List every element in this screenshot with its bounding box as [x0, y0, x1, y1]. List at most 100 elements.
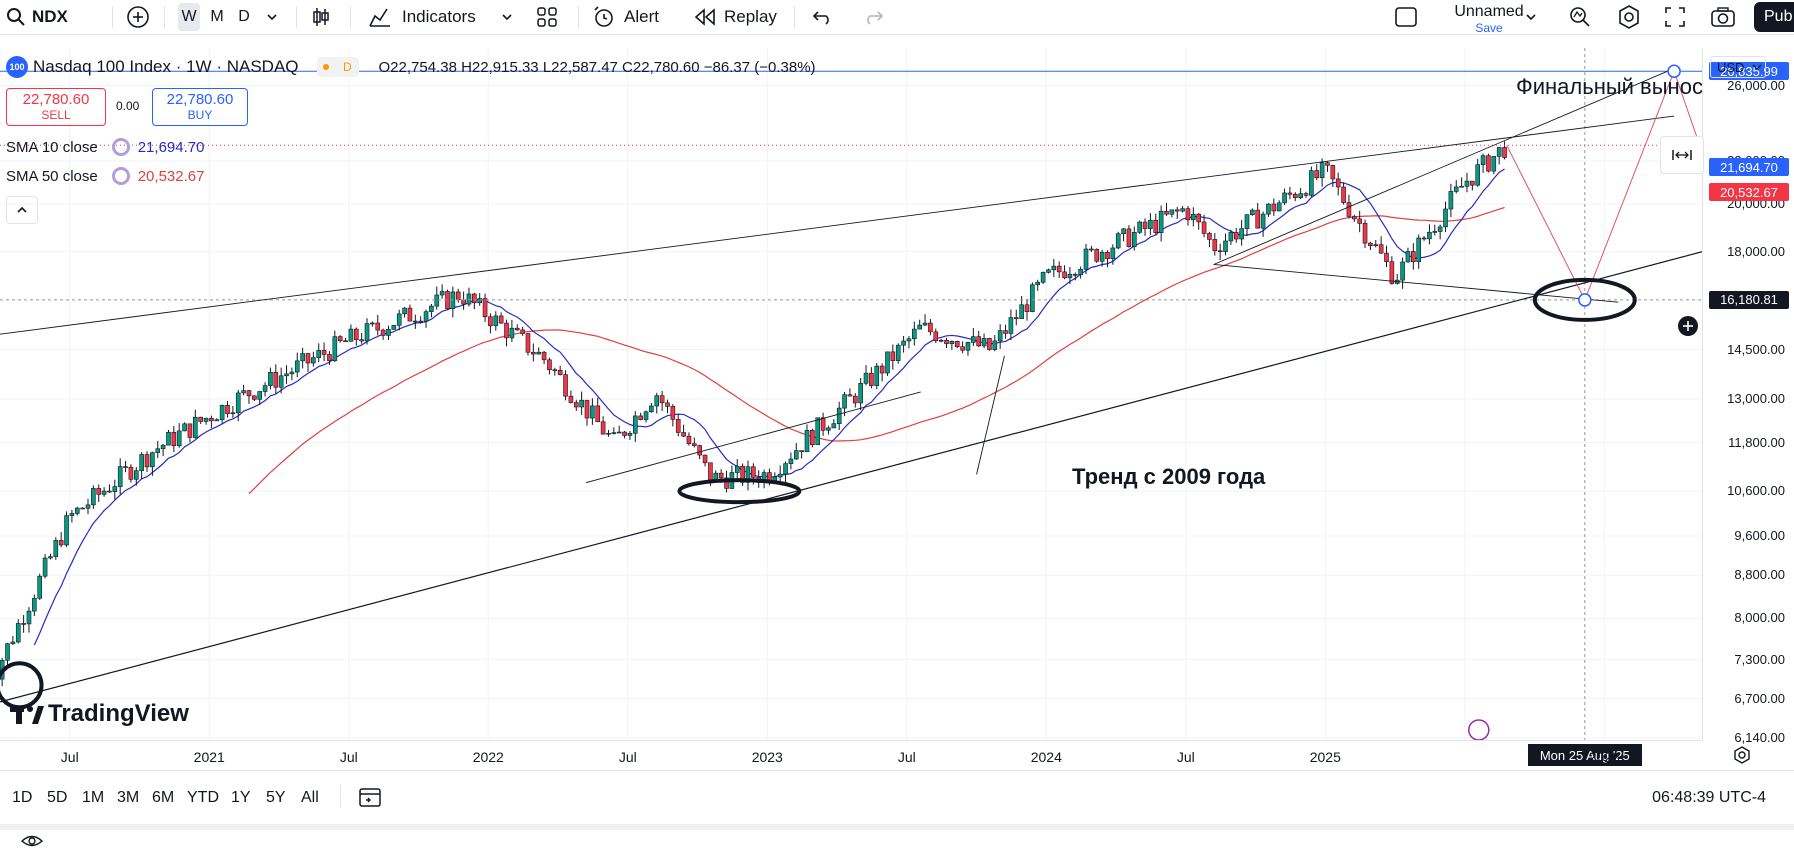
candle-body: [193, 416, 198, 438]
sell-button[interactable]: 22,780.60 SELL: [6, 88, 106, 126]
range-button-all[interactable]: All: [301, 789, 319, 806]
candle-body: [332, 336, 338, 361]
chart-type-button[interactable]: [310, 0, 332, 34]
candle-body: [863, 372, 869, 384]
candle-body: [461, 299, 466, 305]
timeframe-w[interactable]: W: [178, 3, 200, 31]
ohlc-values: O22,754.38 H22,915.33 L22,587.47 C22,780…: [378, 58, 816, 76]
collapse-legend-button[interactable]: [6, 196, 38, 224]
indicators-label: Indicators: [402, 7, 476, 26]
candle-body: [58, 540, 64, 546]
timeframe-d[interactable]: D: [238, 8, 250, 25]
divider: [340, 785, 341, 807]
time-axis-label: 2024: [1030, 749, 1062, 765]
divider: [350, 6, 351, 28]
range-button-6m[interactable]: 6M: [152, 789, 175, 806]
range-button-1y[interactable]: 1Y: [231, 789, 251, 806]
projection-path: [1506, 69, 1702, 302]
timeframe-dropdown[interactable]: [265, 0, 279, 34]
sma50-label: SMA 50 close: [6, 167, 98, 185]
templates-button[interactable]: [536, 0, 558, 34]
candle-body: [890, 351, 896, 361]
clock[interactable]: 06:48:39 UTC-4: [1652, 789, 1766, 806]
publish-button[interactable]: Pub: [1754, 2, 1794, 32]
candle-body: [965, 342, 971, 351]
candle-body: [584, 399, 590, 419]
candle-body: [976, 336, 982, 347]
scale-toggle-button[interactable]: [1660, 136, 1704, 174]
time-axis-label: 2022: [472, 749, 504, 765]
currency-selector[interactable]: USD: [1710, 56, 1766, 78]
candle-body: [1153, 219, 1159, 233]
candle-body: [869, 372, 874, 386]
add-price-level-button[interactable]: [1678, 316, 1698, 336]
highlight-ellipse-2022: [677, 478, 802, 505]
candle-body: [874, 365, 880, 386]
candle-body: [514, 327, 520, 331]
chart-pane[interactable]: [0, 48, 1702, 740]
annotation-trend[interactable]: Тренд с 2009 года: [1072, 464, 1266, 489]
range-button-3m[interactable]: 3M: [117, 789, 140, 806]
symbol-title[interactable]: Nasdaq 100 Index · 1W · NASDAQ: [33, 57, 299, 76]
buy-button[interactable]: 22,780.60 BUY: [152, 88, 248, 126]
symbol-search[interactable]: NDX: [6, 0, 68, 34]
candle-body: [1432, 231, 1438, 233]
candle-body: [885, 351, 890, 374]
candle-body: [997, 330, 1003, 342]
projection-anchor-top: [1667, 64, 1681, 78]
candle-body: [133, 470, 139, 480]
sma50-legend[interactable]: SMA 50 close 20,532.67: [6, 165, 204, 187]
layout-name[interactable]: Unnamed Save: [1434, 0, 1544, 35]
candle-body: [316, 350, 322, 358]
fullscreen-button[interactable]: [1664, 0, 1686, 34]
price-axis-badge: 26,835.99: [1709, 62, 1789, 81]
candle-body: [209, 417, 214, 422]
arrows-horizontal-icon: [1672, 150, 1692, 160]
quick-search-button[interactable]: [1568, 0, 1592, 34]
redo-button[interactable]: [862, 0, 884, 34]
candle-body: [611, 432, 617, 434]
candle-body: [1309, 170, 1314, 196]
price-axis[interactable]: 26,000.0022,000.0020,000.0018,000.0014,5…: [1702, 48, 1794, 745]
candles-icon: [313, 8, 329, 26]
indicators-dropdown[interactable]: [500, 0, 514, 34]
settings-button[interactable]: [1616, 0, 1642, 34]
eye-icon[interactable]: [20, 834, 44, 848]
range-button-1m[interactable]: 1M: [82, 789, 105, 806]
goto-date-button[interactable]: [358, 786, 382, 813]
candle-body: [1384, 252, 1389, 262]
candle-body: [1217, 250, 1223, 253]
layout-button[interactable]: [1394, 0, 1418, 34]
candle-body: [488, 316, 493, 327]
range-button-ytd[interactable]: YTD: [187, 789, 219, 806]
alert-button[interactable]: Alert: [592, 0, 659, 34]
candle-body: [1368, 242, 1373, 247]
candle-body: [595, 405, 601, 423]
snapshot-button[interactable]: [1710, 0, 1736, 34]
time-axis[interactable]: Jul 2021 Jul 2022 Jul 2023 Jul 2024 Jul 2025 Mon 2…: [0, 740, 1702, 771]
timeframe-m[interactable]: M: [210, 8, 224, 25]
axis-settings-button[interactable]: [1732, 745, 1752, 770]
data-status-badge[interactable]: D: [316, 57, 359, 77]
indicators-button[interactable]: Indicators: [368, 0, 476, 34]
replay-button[interactable]: Replay: [694, 0, 777, 34]
sell-label: SELL: [41, 108, 71, 122]
range-button-1d[interactable]: 1D: [12, 789, 33, 806]
candle-body: [80, 507, 85, 510]
candle-body: [225, 405, 230, 415]
compare-button[interactable]: [126, 0, 150, 34]
candle-body: [616, 431, 622, 434]
range-button-5y[interactable]: 5Y: [266, 789, 286, 806]
sma10-legend[interactable]: SMA 10 close 21,694.70: [6, 136, 204, 158]
candle-body: [123, 466, 128, 468]
annotation-final[interactable]: Финальный вынос?: [1516, 74, 1716, 99]
candle-body: [230, 412, 236, 415]
range-button-5d[interactable]: 5D: [47, 789, 68, 806]
undo-button[interactable]: [812, 0, 834, 34]
trendline-upper-channel: [0, 115, 1675, 335]
candle-body: [311, 357, 316, 364]
currency-label: USD: [1717, 59, 1745, 75]
candle-body: [649, 405, 654, 413]
layout-dropdown[interactable]: [1524, 0, 1538, 34]
candle-body: [1196, 213, 1201, 223]
